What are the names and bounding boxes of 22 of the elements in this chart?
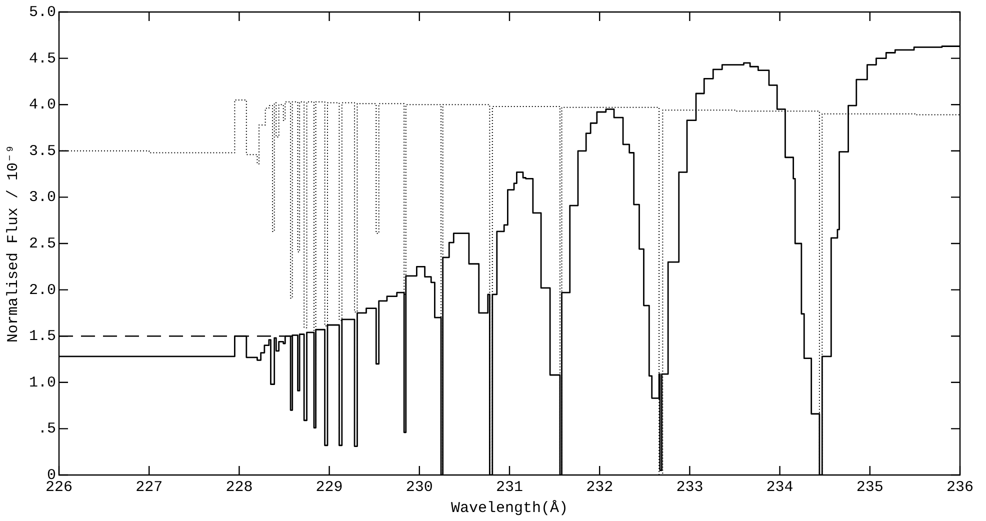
y-tick-label: .5 (38, 420, 56, 438)
x-tick-label: 230 (406, 478, 433, 496)
y-tick-label: 4.5 (28, 50, 56, 68)
x-tick-label: 233 (676, 478, 704, 496)
y-axis-title: Normalised Flux / 10⁻⁹ (4, 144, 22, 343)
y-tick-label: 3.0 (28, 189, 56, 206)
y-tick-label: 1.0 (28, 374, 56, 392)
x-tick-label: 235 (856, 478, 884, 496)
x-tick-label: 229 (316, 478, 343, 496)
y-tick-label: 1.5 (28, 328, 56, 346)
y-tick-label: 4.0 (28, 96, 56, 114)
x-tick-label: 232 (586, 478, 614, 496)
x-tick-label: 228 (226, 478, 253, 496)
x-axis-title: Wavelength(Å) (450, 500, 568, 517)
x-tick-label: 234 (766, 478, 794, 496)
x-tick-label: 236 (946, 478, 974, 496)
y-tick-label: 5.0 (28, 4, 56, 21)
x-tick-label: 231 (496, 478, 524, 496)
y-tick-label: 2.0 (28, 282, 56, 299)
x-tick-label: 227 (136, 478, 163, 496)
y-tick-label: 3.5 (28, 142, 56, 160)
y-tick-label: 2.5 (28, 235, 56, 252)
